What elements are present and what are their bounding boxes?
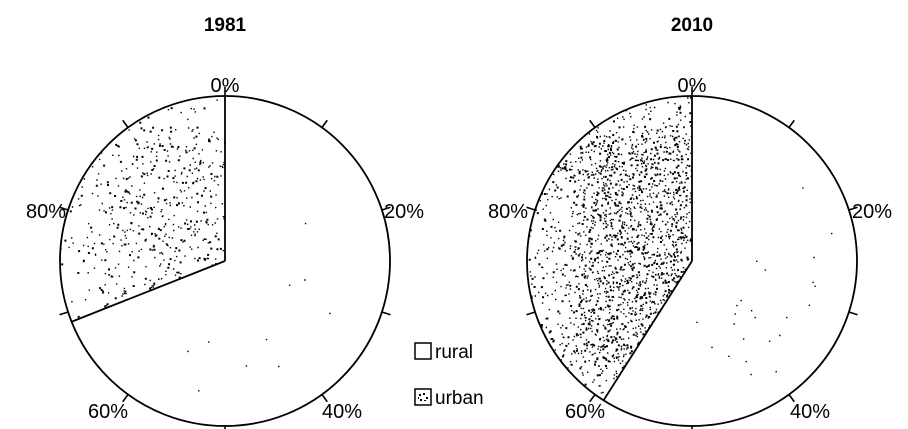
urban-stipple-texture — [60, 96, 225, 322]
tick-mark — [848, 206, 858, 211]
tick-mark — [788, 119, 795, 128]
slice-separator — [602, 260, 693, 401]
legend-label-urban: urban — [435, 388, 484, 409]
tick-mark — [526, 311, 536, 316]
tick-mark — [526, 206, 536, 211]
tick-mark — [788, 394, 795, 403]
tick-mark — [848, 311, 858, 316]
legend: rural urban — [414, 342, 484, 409]
tick-mark — [59, 206, 69, 211]
tick-label-0pct: 0% — [678, 75, 707, 97]
legend-swatch-rural — [414, 342, 432, 360]
tick-mark — [381, 206, 391, 211]
pie-group — [59, 87, 391, 429]
tick-mark — [122, 119, 129, 128]
tick-mark — [589, 119, 596, 128]
pie-slice-rural — [71, 96, 390, 426]
tick-label-20pct: 20% — [852, 201, 892, 223]
tick-label-60pct: 60% — [565, 401, 605, 423]
tick-label-0pct: 0% — [211, 75, 240, 97]
pie-group — [526, 87, 858, 429]
tick-label-20pct: 20% — [384, 201, 424, 223]
tick-label-80pct: 80% — [488, 201, 528, 223]
tick-label-40pct: 40% — [790, 401, 830, 423]
pie-slice-rural — [603, 96, 857, 426]
chart-title: 1981 — [204, 15, 247, 36]
pie-chart-2010: 2010 0% 20% 40% 60% 80% — [488, 15, 892, 429]
tick-label-80pct: 80% — [26, 201, 66, 223]
tick-mark — [321, 119, 328, 128]
tick-mark — [381, 311, 391, 316]
tick-mark — [122, 394, 129, 403]
tick-mark — [321, 394, 328, 403]
slice-separator — [71, 260, 226, 323]
pie-slice-urban — [527, 96, 692, 401]
pie-chart-1981: 1981 0% 20% 40% 60% 80% — [26, 15, 424, 429]
tick-label-60pct: 60% — [88, 401, 128, 423]
chart-title: 2010 — [671, 15, 713, 36]
tick-label-40pct: 40% — [322, 401, 362, 423]
legend-swatch-urban — [414, 388, 432, 406]
legend-label-rural: rural — [435, 342, 473, 363]
tick-mark — [59, 311, 69, 316]
tick-mark — [589, 394, 596, 403]
